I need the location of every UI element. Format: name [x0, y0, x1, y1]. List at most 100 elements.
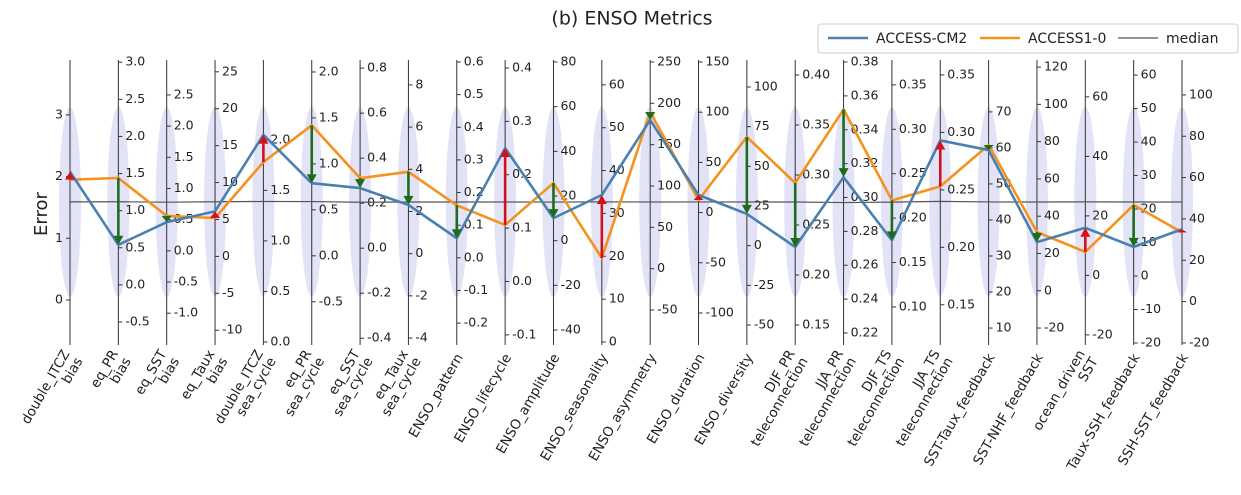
y-tick-label: 0.4 [464, 119, 484, 134]
legend-label: ACCESS1-0 [1028, 31, 1106, 47]
y-tick-label: 75 [754, 118, 770, 133]
y-tick-label: -40 [560, 322, 580, 337]
y-tick-label: -5 [222, 285, 234, 300]
y-tick-label: 0.1 [512, 220, 532, 235]
y-tick-label: 120 [1044, 59, 1068, 74]
y-tick-label: 0.4 [512, 60, 532, 75]
y-tick-label: 20 [996, 284, 1012, 299]
y-tick-label: 20 [609, 248, 625, 263]
change-arrow [548, 183, 559, 219]
y-tick-label: 40 [1044, 208, 1060, 223]
x-tick-label: eq_SSTbias [132, 347, 184, 406]
y-tick-label: -20 [1189, 334, 1209, 349]
axes: 0 1 2 3 -0.5 0.0 0.5 1.0 1.5 2.0 2.5 3.0 -1.0 -0.5 0.0… [55, 53, 1213, 349]
arrow-head [1080, 227, 1091, 237]
change-arrow [210, 211, 221, 219]
arrow-head [113, 235, 124, 245]
y-tick-label: 10 [222, 174, 238, 189]
change-arrow [741, 136, 752, 214]
arrow-head [983, 145, 994, 151]
y-tick-label: 1.5 [174, 149, 194, 164]
y-tick-label: 3 [55, 106, 63, 121]
arrow-head [210, 211, 221, 219]
y-tick-label: 0.20 [947, 239, 975, 254]
y-tick-label: -20 [1092, 326, 1112, 341]
change-arrow [983, 145, 994, 151]
y-tick-label: -20 [1044, 320, 1064, 335]
arrow-head [65, 171, 75, 180]
y-tick-label: -25 [754, 277, 774, 292]
y-tick-label: 10 [996, 320, 1012, 335]
y-tick-label: 20 [222, 100, 238, 115]
y-tick-label: -50 [754, 317, 774, 332]
y-tick-label: 3.0 [125, 54, 145, 69]
y-tick-label: 0.28 [851, 223, 879, 238]
y-tick-label: -0.2 [367, 285, 391, 300]
y-tick-label: 60 [1189, 169, 1205, 184]
category-label: eq_Tauxsea_cycle [365, 347, 424, 419]
change-arrow [306, 125, 317, 184]
y-tick-label: -1.0 [174, 305, 198, 320]
y-tick-label: 0.30 [802, 167, 830, 182]
y-tick-label: -10 [222, 322, 242, 337]
arrow-head [790, 238, 801, 247]
y-tick-label: 30 [996, 248, 1012, 263]
arrow-head [500, 148, 511, 158]
chart-title: (b) ENSO Metrics [551, 8, 712, 30]
y-tick-label: 60 [609, 76, 625, 91]
y-tick-label: 1.0 [319, 155, 339, 170]
y-tick-label: 8 [415, 76, 423, 91]
legend-label: ACCESS-CM2 [876, 31, 967, 47]
y-tick-label: 20 [560, 188, 576, 203]
y-tick-label: 1.0 [270, 232, 290, 247]
y-tick-label: 0 [222, 248, 230, 263]
y-tick-label: -10 [1141, 301, 1161, 316]
change-arrow [693, 195, 704, 201]
y-tick-label: 0 [706, 204, 714, 219]
change-arrow [113, 178, 124, 245]
series-line [69, 200, 1183, 204]
y-tick-label: 0 [754, 237, 762, 252]
y-tick-label: 40 [560, 143, 576, 158]
change-arrow [1080, 227, 1091, 252]
category-label: eq_SSTbias [132, 347, 184, 406]
y-tick-label: 0.15 [947, 296, 975, 311]
y-tick-label: 2.0 [174, 118, 194, 133]
category-label: double_ITCZbias [18, 347, 86, 434]
y-tick-label: 1.0 [174, 180, 194, 195]
y-tick-label: 25 [222, 63, 238, 78]
arrow-head [645, 112, 656, 120]
y-tick-label: -20 [560, 277, 580, 292]
legend: ACCESS-CM2 ACCESS1-0 median [817, 23, 1239, 54]
change-arrow [403, 171, 414, 205]
arrow-head [548, 209, 559, 219]
series-line [69, 108, 1183, 260]
y-tick-label: 50 [754, 158, 770, 173]
y-tick-label: 0.15 [899, 254, 927, 269]
y-tick-label: 0.6 [464, 53, 484, 68]
y-tick-label: 2 [415, 203, 423, 218]
y-tick-label: 40 [1141, 134, 1157, 149]
y-tick-label: 0.30 [947, 124, 975, 139]
y-tick-label: 0.0 [174, 242, 194, 257]
y-tick-label: -100 [706, 304, 734, 319]
arrow-head [693, 195, 704, 201]
y-tick-label: 60 [1092, 88, 1108, 103]
y-tick-label: 0.38 [851, 54, 879, 69]
y-tick-label: -20 [1141, 334, 1161, 349]
y-tick-label: 0 [1092, 267, 1100, 282]
y-tick-label: 0.30 [899, 121, 927, 136]
y-tick-label: 0.26 [851, 257, 879, 272]
y-tick-label: 20 [1092, 207, 1108, 222]
arrow-head [935, 140, 946, 150]
y-tick-label: 50 [657, 219, 673, 234]
y-tick-label: 1.5 [319, 109, 339, 124]
y-tick-label: 100 [754, 78, 778, 93]
y-tick-label: 2.0 [319, 63, 339, 78]
y-tick-label: 0.40 [802, 67, 830, 82]
y-tick-label: 70 [996, 103, 1012, 118]
y-tick-label: 0.22 [851, 324, 879, 339]
change-arrow [161, 215, 172, 223]
y-tick-label: 4 [415, 161, 423, 176]
x-tick-label: eq_PRsea_cycle [281, 347, 328, 419]
